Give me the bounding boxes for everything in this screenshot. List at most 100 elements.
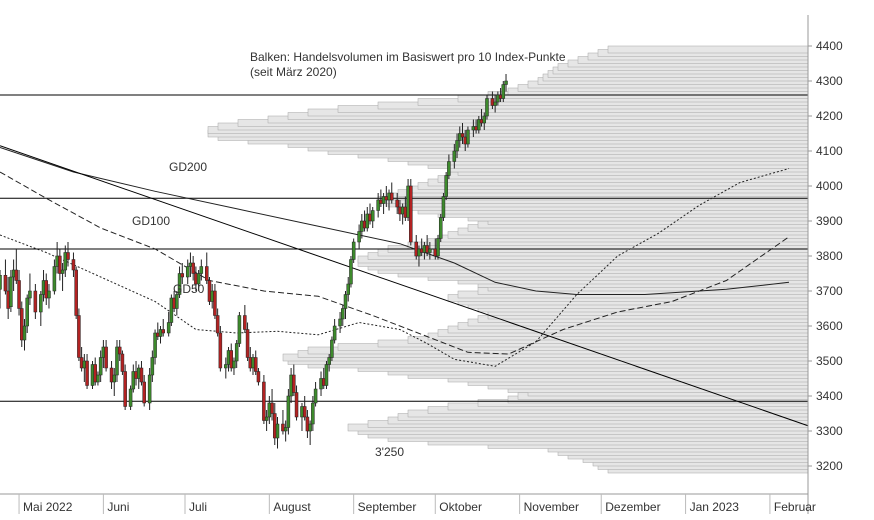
candle-body-46 — [147, 374, 152, 404]
candle-body-124 — [395, 199, 399, 208]
candle-body-16 — [52, 266, 57, 292]
candle-body-140 — [444, 175, 448, 197]
trendline-line — [0, 145, 809, 427]
candle-body-123 — [390, 192, 394, 201]
candle-body-23 — [74, 269, 78, 316]
candle-body-19 — [60, 269, 65, 274]
candle-body-152 — [482, 115, 487, 124]
candlesticks — [0, 74, 508, 449]
candle-body-137 — [436, 238, 440, 257]
candle-body-64 — [205, 266, 209, 281]
candle-body-141 — [447, 161, 451, 176]
candle-body-82 — [262, 381, 266, 421]
candle-body-108 — [343, 294, 348, 309]
candle-body-48 — [153, 332, 157, 358]
candle-body-30 — [96, 374, 100, 383]
candle-body-77 — [245, 329, 250, 358]
candle-body-36 — [115, 346, 119, 376]
candle-body-73 — [232, 360, 236, 369]
volume-profile-bar-120 — [607, 45, 809, 54]
candle-body-27 — [85, 360, 89, 386]
candle-body-142 — [452, 150, 457, 162]
candle-body-60 — [191, 262, 195, 274]
candle-body-68 — [215, 315, 220, 334]
candle-body-81 — [256, 371, 261, 383]
candle-body-41 — [131, 371, 136, 390]
candle-body-5 — [14, 269, 19, 281]
candle-body-33 — [104, 346, 108, 369]
y-tick-label-3: 3500 — [816, 354, 843, 368]
x-tick-label-9: Februar — [774, 500, 816, 514]
label-gd50: GD50 — [173, 282, 205, 296]
candle-body-35 — [112, 374, 117, 383]
candle-body-76 — [243, 315, 247, 330]
annotation-line-1: Balken: Handelsvolumen im Basiswert pro … — [250, 50, 566, 64]
candle-body-105 — [332, 325, 337, 341]
y-tick-label-6: 3800 — [816, 249, 843, 263]
x-tick-label-3: August — [273, 500, 311, 514]
candle-body-75 — [237, 315, 242, 344]
candle-body-159 — [504, 80, 508, 85]
candle-body-15 — [47, 290, 51, 299]
moving-averages — [0, 147, 790, 367]
candle-body-97 — [308, 423, 312, 432]
candle-body-112 — [357, 231, 361, 243]
y-tick-label-0: 3200 — [816, 459, 843, 473]
x-tick-label-6: November — [524, 500, 579, 514]
candle-body-85 — [270, 402, 274, 414]
candle-body-39 — [123, 371, 127, 407]
candle-body-62 — [196, 273, 201, 285]
candle-body-1 — [3, 275, 8, 292]
y-tick-label-10: 4200 — [816, 109, 843, 123]
candle-body-135 — [428, 248, 432, 253]
candle-body-147 — [466, 129, 470, 145]
candle-body-89 — [283, 427, 288, 432]
candle-body-87 — [275, 423, 280, 439]
candle-body-118 — [376, 199, 380, 211]
candle-body-20 — [63, 252, 68, 271]
candle-body-80 — [253, 357, 258, 372]
trendline — [0, 145, 809, 427]
candle-body-37 — [117, 346, 122, 355]
candle-body-12 — [39, 294, 43, 313]
candle-body-90 — [286, 395, 291, 428]
candle-body-99 — [313, 388, 318, 404]
y-axis-labels: 3200 3300 3400 3500 3600 3700 3800 3900 4000 4100… — [808, 39, 843, 473]
candle-body-22 — [71, 259, 76, 271]
candle-body-40 — [128, 388, 133, 407]
y-tick-label-8: 4000 — [816, 179, 843, 193]
candle-body-72 — [229, 350, 233, 369]
candle-body-63 — [199, 266, 204, 274]
candle-body-102 — [324, 364, 329, 386]
ma-gd50 — [0, 168, 790, 367]
candle-body-67 — [213, 290, 217, 316]
candle-body-14 — [44, 280, 48, 299]
candle-body-117 — [370, 210, 375, 222]
candle-body-11 — [33, 290, 38, 313]
candle-body-29 — [93, 364, 97, 383]
x-tick-label-1: Juni — [107, 500, 129, 514]
candle-body-51 — [161, 329, 165, 334]
candle-body-6 — [17, 280, 21, 309]
candle-body-0 — [0, 275, 2, 290]
x-tick-label-0: Mai 2022 — [23, 500, 73, 514]
candle-body-38 — [120, 353, 125, 372]
candle-body-21 — [66, 252, 70, 260]
candle-body-24 — [77, 315, 81, 358]
candle-body-8 — [22, 325, 27, 341]
candle-body-44 — [139, 367, 144, 383]
ma-gd200 — [0, 147, 790, 295]
candle-body-52 — [166, 322, 171, 334]
candle-body-139 — [441, 196, 446, 218]
candle-body-110 — [349, 259, 353, 285]
y-tick-label-4: 3600 — [816, 319, 843, 333]
candle-body-53 — [169, 297, 174, 323]
x-tick-label-2: Juli — [189, 500, 207, 514]
candle-body-57 — [180, 273, 185, 278]
ma-gd100 — [0, 171, 790, 355]
x-tick-label-7: Dezember — [605, 500, 660, 514]
x-tick-label-4: September — [358, 500, 417, 514]
y-tick-label-2: 3400 — [816, 389, 843, 403]
candle-body-7 — [20, 308, 24, 341]
